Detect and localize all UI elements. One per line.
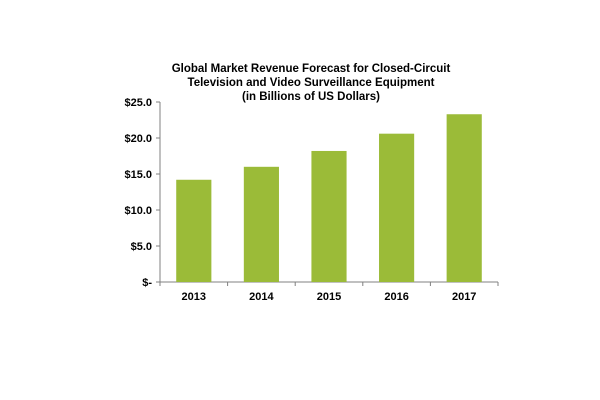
bar-2017 bbox=[446, 114, 482, 283]
y-tick-label: $10.0 bbox=[124, 205, 152, 217]
chart-title-line-3: (in Billions of US Dollars) bbox=[242, 91, 380, 103]
bar-2016 bbox=[379, 133, 415, 282]
y-tick-label: $5.0 bbox=[131, 241, 152, 253]
chart-title-line-1: Global Market Revenue Forecast for Close… bbox=[172, 63, 451, 75]
bar-series bbox=[176, 114, 482, 283]
bar-2014 bbox=[243, 166, 279, 282]
y-tick-label: $15.0 bbox=[124, 169, 152, 181]
x-tick-label: 2016 bbox=[384, 291, 408, 303]
y-tick-label: $25.0 bbox=[124, 97, 152, 109]
x-tick-label: 2014 bbox=[249, 291, 274, 303]
y-tick-label: $- bbox=[142, 277, 152, 289]
x-tick-label: 2015 bbox=[317, 291, 341, 303]
bar-2013 bbox=[176, 179, 212, 282]
chart-title-line-2: Television and Video Surveillance Equipm… bbox=[188, 77, 435, 89]
x-tick-label: 2013 bbox=[182, 291, 206, 303]
y-tick-label: $20.0 bbox=[124, 133, 152, 145]
x-axis: 2013 2014 2015 2016 2017 bbox=[159, 281, 499, 303]
y-axis: $- $5.0 $10.0 $15.0 $20.0 $25.0 bbox=[124, 97, 161, 289]
chart-title: Global Market Revenue Forecast for Close… bbox=[172, 63, 451, 103]
bar-2015 bbox=[311, 150, 347, 282]
x-tick-label: 2017 bbox=[452, 291, 476, 303]
